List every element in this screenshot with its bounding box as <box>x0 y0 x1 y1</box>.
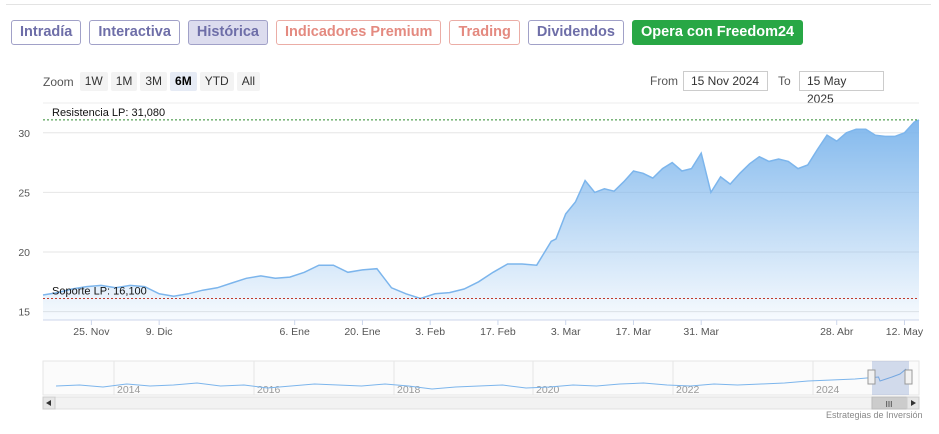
scrollbar[interactable]: III <box>42 396 920 410</box>
navigator-year-label: 2020 <box>536 384 560 396</box>
x-tick-label: 17. Mar <box>616 326 652 338</box>
zoom-ytd-button[interactable]: YTD <box>199 72 234 91</box>
chart-tabs: Intradía Interactiva Histórica Indicador… <box>11 20 804 45</box>
navigator-year-label: 2014 <box>117 384 141 396</box>
series-area <box>43 119 919 321</box>
support-resistance-levels: Resistencia LP: 31,080 Soporte LP: 16,100 <box>43 107 919 300</box>
x-tick-label: 28. Abr <box>820 326 854 338</box>
navigator-year-label: 2024 <box>816 384 840 396</box>
x-tick-label: 17. Feb <box>480 326 516 338</box>
x-tick-label: 9. Dic <box>146 326 173 338</box>
range-from-label: From <box>650 74 678 88</box>
navigator[interactable]: 2014 2016 2018 2020 2022 2024 <box>42 360 920 396</box>
x-tick-label: 12. May <box>886 326 924 338</box>
y-tick-label: 20 <box>18 247 30 259</box>
tab-intradia[interactable]: Intradía <box>11 20 82 45</box>
y-tick-label: 25 <box>18 187 30 199</box>
zoom-label: Zoom <box>43 74 74 89</box>
zoom-1m-button[interactable]: 1M <box>110 72 138 91</box>
navigator-background <box>42 360 920 396</box>
tab-historica[interactable]: Histórica <box>187 20 268 45</box>
zoom-controls: Zoom 1W 1M 3M 6M YTD All <box>43 72 261 91</box>
level-label: Resistencia LP: 31,080 <box>52 107 165 119</box>
x-tick-label: 31. Mar <box>683 326 719 338</box>
zoom-3m-button[interactable]: 3M <box>140 72 168 91</box>
y-tick-label: 15 <box>18 307 30 319</box>
series-line <box>42 119 920 300</box>
navigator-right-handle[interactable] <box>904 369 913 385</box>
zoom-6m-button[interactable]: 6M <box>170 72 197 91</box>
level-label: Soporte LP: 16,100 <box>52 286 147 298</box>
x-tick-label: 3. Mar <box>551 326 581 338</box>
scrollbar-track[interactable] <box>42 396 920 410</box>
x-tick-label: 20. Ene <box>344 326 380 338</box>
navigator-selection[interactable] <box>872 361 909 395</box>
navigator-year-label: 2022 <box>676 384 700 396</box>
scroll-left-arrow-icon <box>46 400 51 406</box>
zoom-all-button[interactable]: All <box>236 72 261 91</box>
x-axis: 25. Nov 9. Dic 6. Ene 20. Ene 3. Feb 17. Feb 3… <box>43 319 924 338</box>
x-tick-label: 25. Nov <box>73 326 110 338</box>
y-axis: 15 20 25 30 <box>18 128 30 319</box>
tab-indicadores-premium[interactable]: Indicadores Premium <box>275 20 442 45</box>
tab-dividendos[interactable]: Dividendos <box>527 20 624 45</box>
navigator-left-handle[interactable] <box>867 369 876 385</box>
range-to-label: To <box>778 74 791 88</box>
chart-credit: Estrategias de Inversión <box>826 410 923 420</box>
x-tick-label: 6. Ene <box>279 326 310 338</box>
tab-interactiva[interactable]: Interactiva <box>89 20 180 45</box>
opera-freedom24-button[interactable]: Opera con Freedom24 <box>631 20 804 45</box>
range-from-input[interactable]: 15 Nov 2024 <box>683 71 768 91</box>
scrollbar-grip-icon: III <box>886 400 893 409</box>
scroll-right-arrow-icon <box>911 400 916 406</box>
y-tick-label: 30 <box>18 128 30 140</box>
top-divider <box>6 4 931 5</box>
navigator-series <box>55 368 907 390</box>
zoom-1w-button[interactable]: 1W <box>79 72 108 91</box>
x-tick-label: 3. Feb <box>415 326 445 338</box>
navigator-year-label: 2016 <box>257 384 281 396</box>
tab-trading[interactable]: Trading <box>449 20 520 45</box>
